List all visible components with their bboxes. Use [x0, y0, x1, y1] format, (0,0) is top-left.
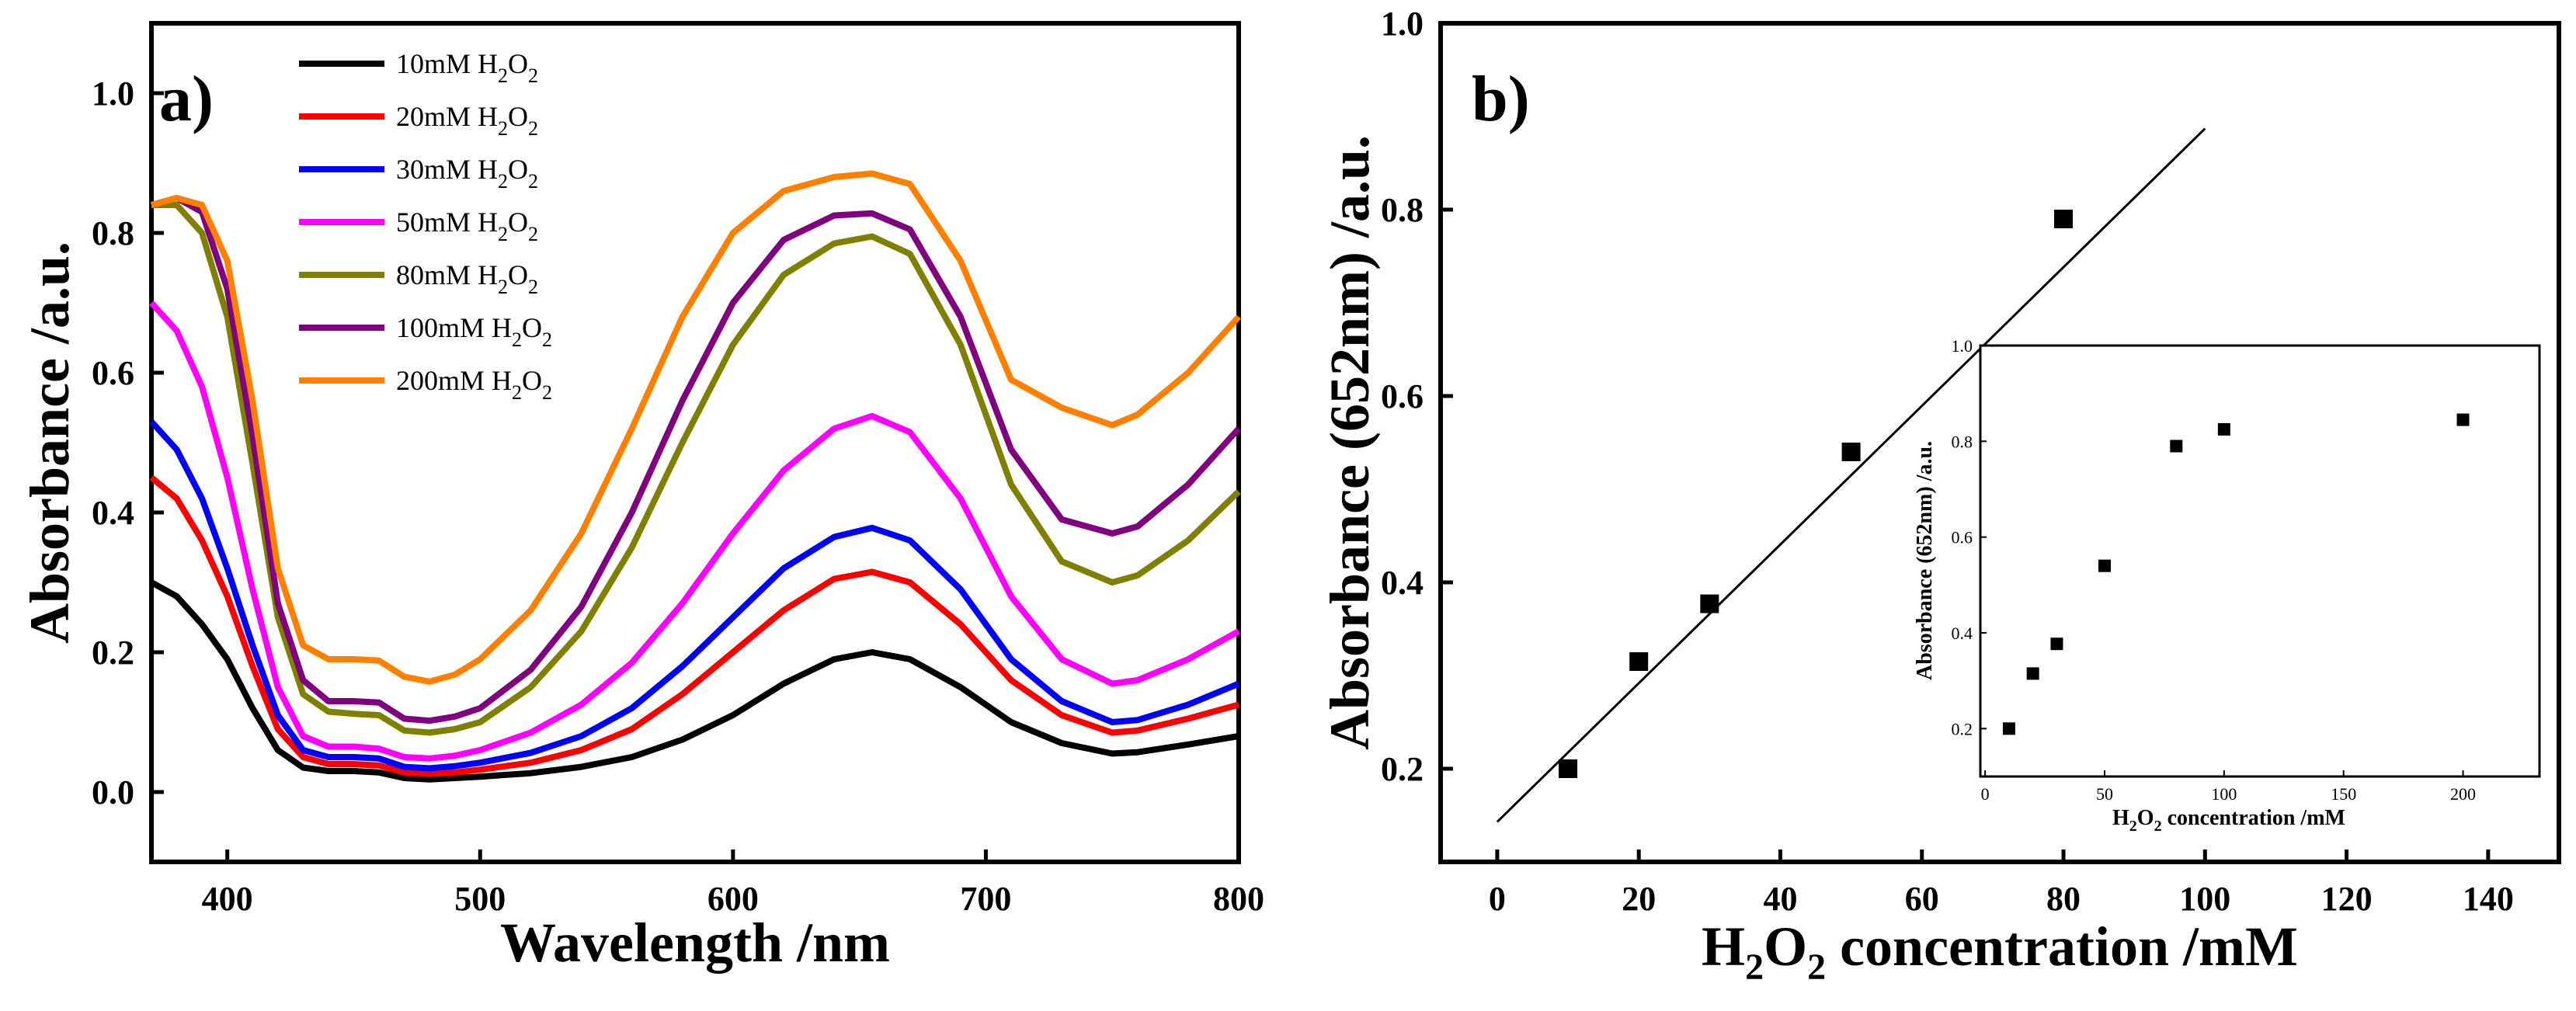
x-tick-label: 200	[2450, 784, 2476, 804]
y-tick-label: 0.6	[1381, 377, 1424, 415]
x-tick-label: 700	[960, 880, 1011, 918]
panel-a-label: a)	[159, 63, 214, 135]
inset-data-point-6	[2456, 413, 2470, 426]
x-tick-label: 500	[454, 880, 506, 918]
x-tick-label: 80	[2046, 880, 2081, 918]
x-tick-label: 120	[2321, 880, 2373, 918]
panel-b-fit-line-group	[1496, 127, 2206, 823]
y-tick-label: 0.2	[1381, 750, 1424, 788]
inset-y-axis-title: Absorbance (652nm) /a.u.	[1913, 441, 1937, 680]
series-line-6	[150, 170, 1241, 685]
y-tick-label: 0.4	[1952, 624, 1973, 643]
panel-a-plot-frame	[149, 21, 1241, 864]
y-tick-label: 0.2	[92, 634, 134, 672]
x-tick-label: 50	[2096, 784, 2113, 804]
panel-a-x-axis-title: Wavelength /nm	[500, 912, 890, 974]
series-line-1	[149, 474, 1240, 777]
legend-entry-0: 10mM H2O2	[396, 48, 538, 87]
panel-b-calibration: 0 20 40 60 80 100 120 140 0.2 0.4 0.6 0.8 1.0 b) H2O…	[1319, 5, 2561, 988]
data-point-1	[1629, 652, 1649, 671]
panel-b-plot-frame	[1438, 21, 2561, 864]
x-tick-label: 600	[707, 880, 759, 918]
inset-data-point-3	[2098, 559, 2111, 572]
x-tick-label: 100	[2211, 784, 2237, 804]
y-tick-label: 0.6	[92, 354, 134, 392]
x-tick-label: 0	[1981, 784, 1990, 804]
y-tick-label: 1.0	[1952, 336, 1973, 356]
y-tick-label: 1.0	[92, 75, 134, 113]
legend-entry-2: 30mM H2O2	[396, 154, 538, 193]
x-tick-label: 800	[1213, 880, 1264, 918]
y-tick-label: 0.0	[92, 773, 134, 811]
panel-b-label: b)	[1472, 63, 1530, 135]
panel-b-inset: 0 50 100 150 200 0.2 0.4 0.6 0.8 1.0 H2O2 concent…	[1913, 336, 2541, 835]
panel-a-series-group	[149, 170, 1241, 783]
x-tick-label: 40	[1763, 880, 1797, 918]
panel-a-ticks: 400 500 600 700 800 0.0 0.2 0.4 0.6 0.8 1.0	[92, 75, 1264, 918]
series-line-5	[150, 195, 1241, 724]
series-line-2	[149, 419, 1240, 772]
x-tick-label: 150	[2331, 784, 2356, 804]
x-tick-label: 400	[202, 880, 253, 918]
panel-b-x-axis-title: H2O2 concentration /mM	[1702, 915, 2298, 988]
y-tick-label: 0.6	[1952, 528, 1973, 547]
legend-entry-6: 200mM H2O2	[396, 365, 552, 404]
legend-entry-4: 80mM H2O2	[396, 259, 538, 298]
y-tick-label: 0.4	[92, 494, 134, 532]
legend-entry-1: 20mM H2O2	[396, 101, 538, 140]
fit-line	[1496, 127, 2206, 823]
inset-data-point-0	[2002, 722, 2015, 735]
series-line-3	[149, 301, 1240, 762]
x-tick-label: 60	[1905, 880, 1939, 918]
y-tick-label: 0.8	[1952, 432, 1973, 451]
legend-entry-3: 50mM H2O2	[396, 207, 538, 245]
inset-plot-frame	[1979, 344, 2541, 778]
inset-points-group	[2002, 413, 2470, 735]
inset-data-point-1	[2026, 667, 2039, 680]
panel-b-ticks: 0 20 40 60 80 100 120 140 0.2 0.4 0.6 0.8 1.0	[1381, 5, 2514, 918]
data-point-4	[2054, 210, 2074, 228]
inset-data-point-5	[2217, 422, 2230, 436]
x-tick-label: 140	[2463, 880, 2514, 918]
y-tick-label: 0.4	[1381, 564, 1424, 602]
panel-b-y-axis-title: Absorbance (652nm) /a.u.	[1319, 135, 1381, 750]
inset-x-axis-title: H2O2 concentration /mM	[2112, 806, 2345, 835]
inset-data-point-4	[2170, 439, 2183, 453]
data-point-0	[1559, 759, 1578, 778]
inset-data-point-2	[2050, 638, 2063, 651]
panel-a-legend: 10mM H2O2 20mM H2O2 30mM H2O2 50mM H2O2 80mM…	[299, 48, 552, 404]
y-tick-label: 0.8	[1381, 191, 1424, 229]
x-tick-label: 20	[1622, 880, 1656, 918]
legend-entry-5: 100mM H2O2	[396, 312, 552, 351]
x-tick-label: 100	[2179, 880, 2230, 918]
panel-a-y-axis-title: Absorbance /a.u.	[19, 241, 81, 644]
y-tick-label: 0.2	[1952, 719, 1973, 738]
series-line-0	[150, 579, 1239, 783]
data-point-3	[1841, 443, 1861, 461]
panel-b-points-group	[1559, 210, 2074, 778]
y-tick-label: 1.0	[1381, 5, 1424, 43]
data-point-2	[1700, 594, 1719, 613]
y-tick-label: 0.8	[92, 214, 134, 252]
panel-a-absorbance-spectra: 400 500 600 700 800 0.0 0.2 0.4 0.6 0.8 1.0 a) 10m…	[19, 21, 1264, 974]
inset-ticks: 0 50 100 150 200 0.2 0.4 0.6 0.8 1.0	[1952, 336, 2477, 804]
x-tick-label: 0	[1489, 880, 1506, 918]
